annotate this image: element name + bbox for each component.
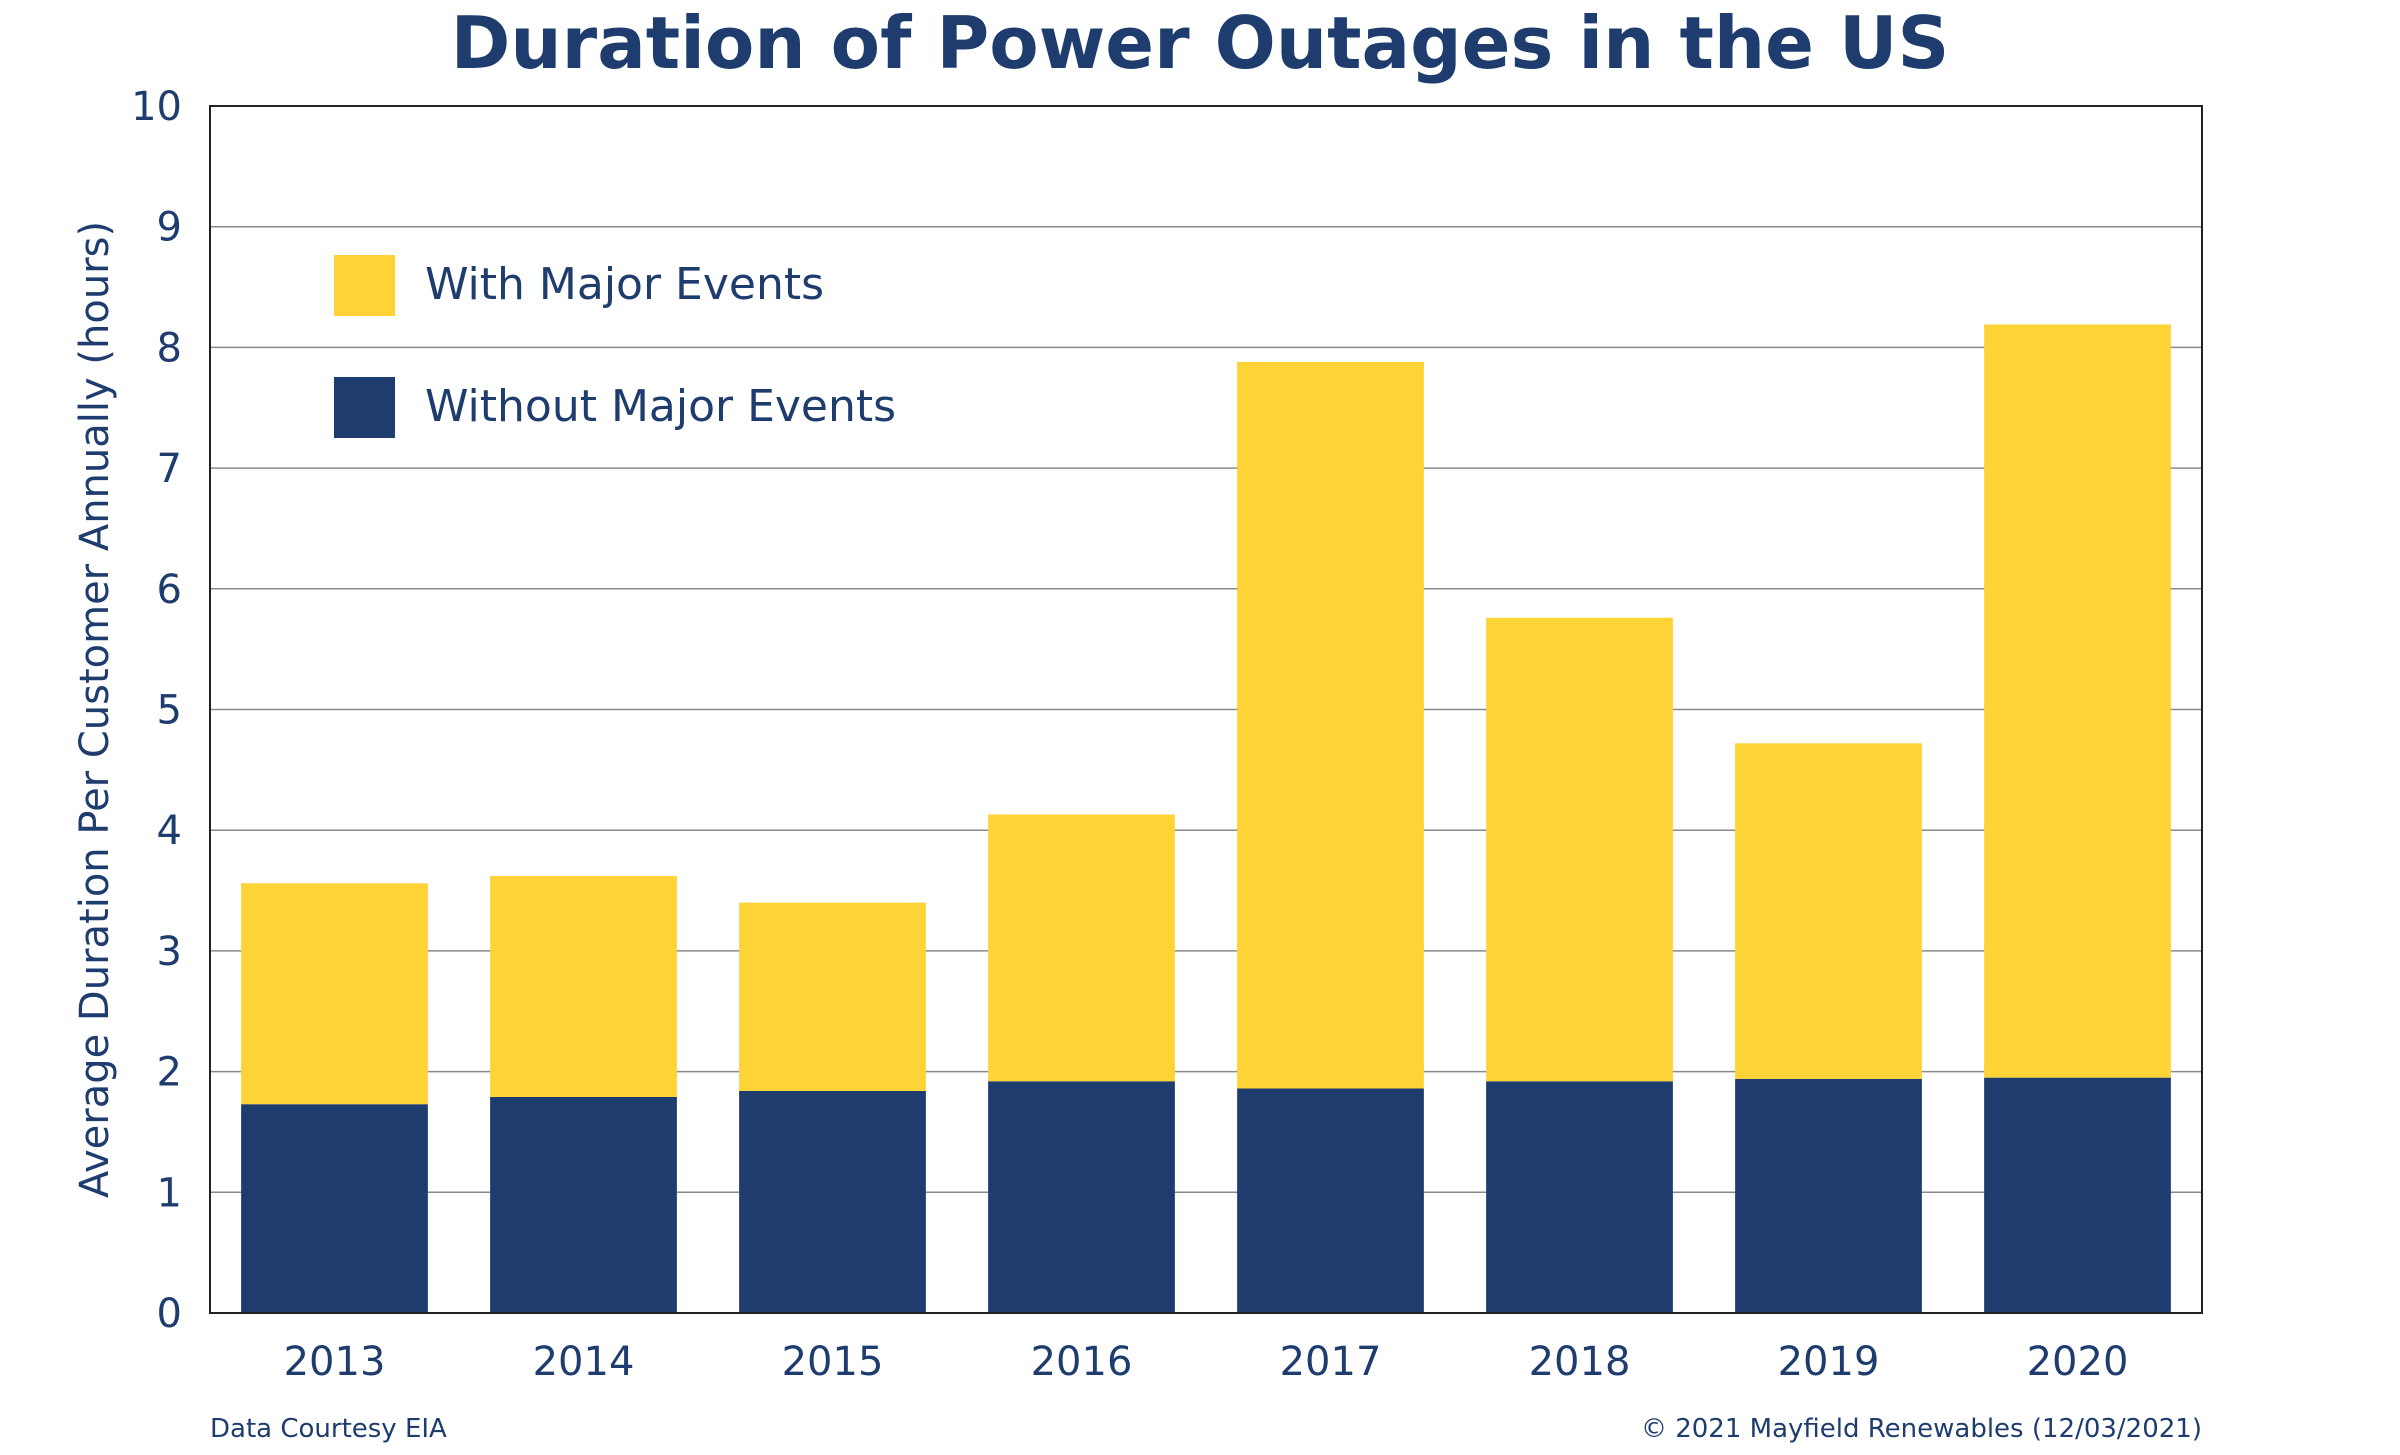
x-tick-label: 2017 — [1280, 1339, 1382, 1385]
x-tick-label: 2013 — [284, 1339, 386, 1385]
legend-swatch — [334, 377, 395, 438]
plot-frame — [209, 105, 2203, 1314]
bar-with-2016 — [988, 814, 1175, 1082]
y-tick-label: 6 — [157, 567, 182, 613]
y-axis-label: Average Duration Per Customer Annually (… — [72, 221, 118, 1198]
y-tick-label: 1 — [157, 1170, 182, 1216]
legend-label: With Major Events — [425, 259, 824, 310]
bar-without-2020 — [1984, 1077, 2171, 1313]
bar-with-2015 — [739, 902, 926, 1091]
chart-title: Duration of Power Outages in the US — [451, 1, 1950, 85]
bar-with-2017 — [1237, 361, 1424, 1089]
x-tick-label: 2016 — [1031, 1339, 1133, 1385]
y-tick-label: 9 — [157, 205, 182, 251]
bar-without-2014 — [490, 1096, 677, 1313]
x-tick-label: 2019 — [1778, 1339, 1880, 1385]
x-tick-label: 2018 — [1529, 1339, 1631, 1385]
legend: With Major Events Without Major Events — [334, 255, 896, 438]
y-tick-label: 2 — [157, 1050, 182, 1096]
y-tick-label: 7 — [157, 446, 182, 492]
bar-without-2017 — [1237, 1088, 1424, 1313]
legend-label: Without Major Events — [425, 381, 896, 432]
x-axis-ticks: 2013 2014 2015 2016 2017 2018 2019 2020 — [284, 1339, 2129, 1385]
bar-without-2013 — [241, 1104, 428, 1313]
bar-with-2019 — [1735, 743, 1922, 1079]
x-tick-label: 2014 — [533, 1339, 635, 1385]
y-tick-label: 5 — [157, 688, 182, 734]
y-tick-label: 8 — [157, 325, 182, 371]
bar-without-2019 — [1735, 1078, 1922, 1313]
bar-without-2015 — [739, 1090, 926, 1313]
bars — [241, 324, 2171, 1313]
y-tick-label: 0 — [157, 1291, 182, 1337]
bar-without-2016 — [988, 1081, 1175, 1313]
bar-with-2014 — [490, 876, 677, 1097]
bar-with-2020 — [1984, 324, 2171, 1078]
bar-with-2013 — [241, 883, 428, 1105]
y-axis-ticks: 0 1 2 3 4 5 6 7 8 9 10 — [131, 84, 182, 1337]
x-tick-label: 2020 — [2027, 1339, 2129, 1385]
copyright-note: © 2021 Mayfield Renewables (12/03/2021) — [1641, 1414, 2202, 1444]
bar-without-2018 — [1486, 1081, 1673, 1313]
source-note: Data Courtesy EIA — [210, 1414, 447, 1444]
legend-swatch — [334, 255, 395, 316]
y-tick-label: 3 — [157, 929, 182, 975]
bar-with-2018 — [1486, 617, 1673, 1082]
y-tick-label: 4 — [157, 808, 182, 854]
y-tick-label: 10 — [131, 84, 182, 130]
x-tick-label: 2015 — [782, 1339, 884, 1385]
